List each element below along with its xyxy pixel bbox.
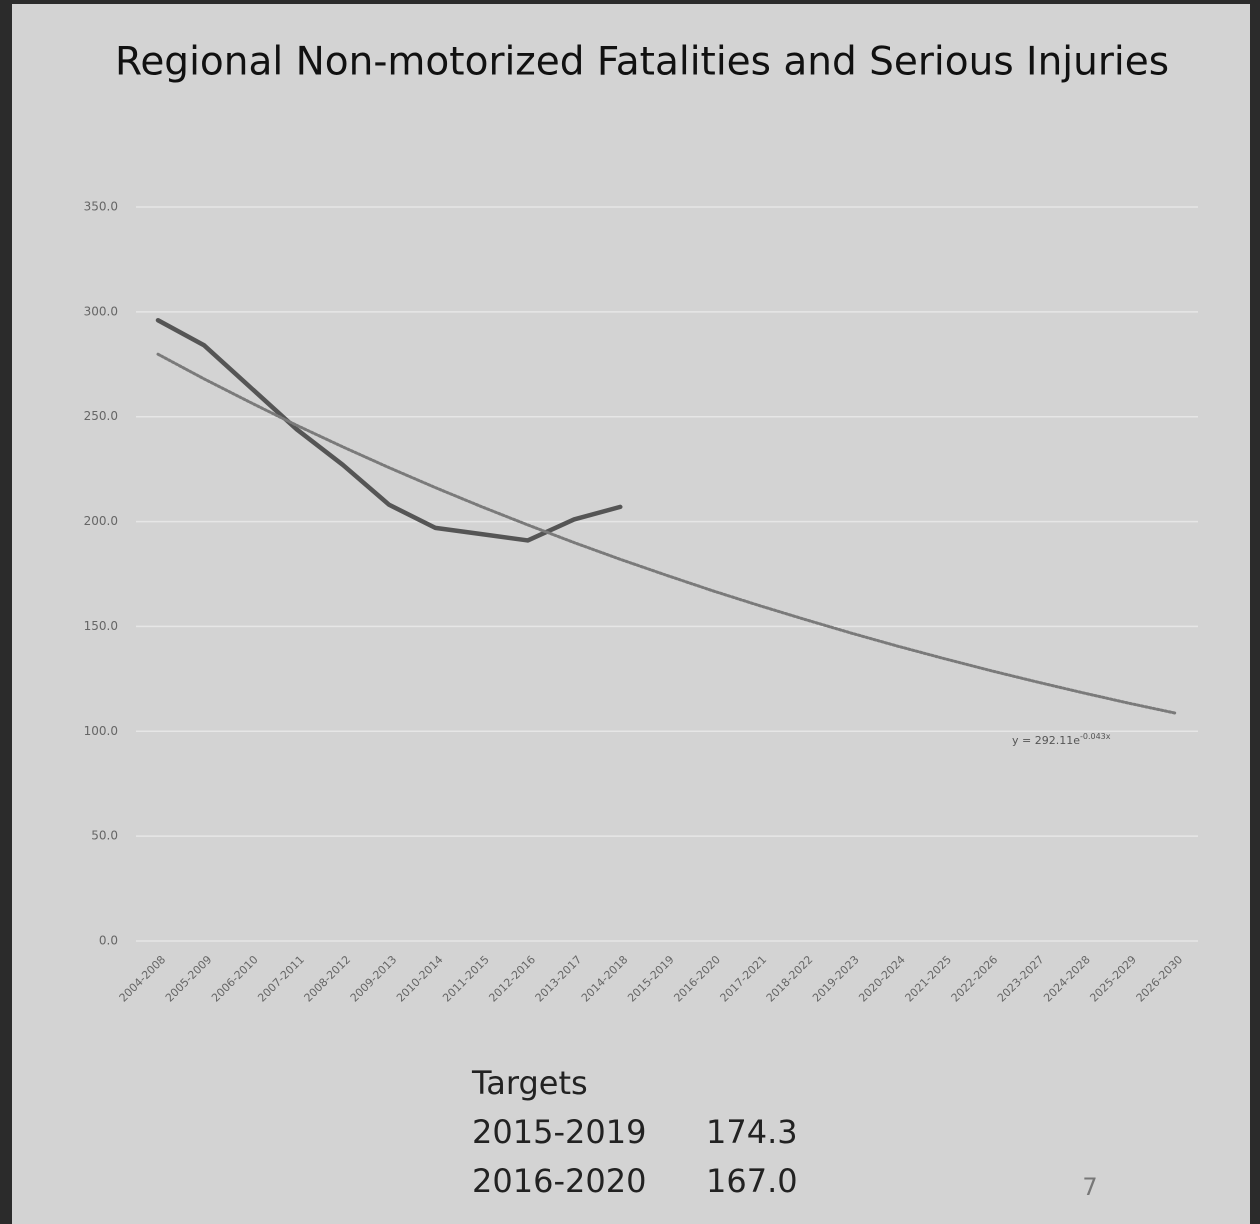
y-tick-label: 250.0 xyxy=(84,409,118,423)
equation-base: y = 292.11e xyxy=(1012,734,1080,747)
target-value: 167.0 xyxy=(706,1162,798,1200)
y-tick-label: 300.0 xyxy=(84,304,118,318)
slide-background xyxy=(12,4,1250,1224)
page-number: 7 xyxy=(1082,1173,1097,1201)
chart-title: Regional Non-motorized Fatalities and Se… xyxy=(115,40,1169,85)
y-tick-label: 150.0 xyxy=(84,619,118,633)
trend-equation: y = 292.11e-0.043x xyxy=(1012,732,1111,748)
trend-line xyxy=(156,352,1177,715)
target-period: 2016-2020 xyxy=(472,1162,646,1200)
y-tick-label: 100.0 xyxy=(84,724,118,738)
equation-exponent: -0.043x xyxy=(1080,732,1111,741)
y-tick-label: 0.0 xyxy=(99,934,118,948)
y-tick-label: 50.0 xyxy=(91,829,118,843)
y-tick-label: 350.0 xyxy=(84,200,118,214)
targets-title: Targets xyxy=(471,1064,588,1102)
data-line xyxy=(155,317,623,543)
y-tick-label: 200.0 xyxy=(84,514,118,528)
target-value: 174.3 xyxy=(706,1113,798,1151)
target-period: 2015-2019 xyxy=(472,1113,646,1151)
